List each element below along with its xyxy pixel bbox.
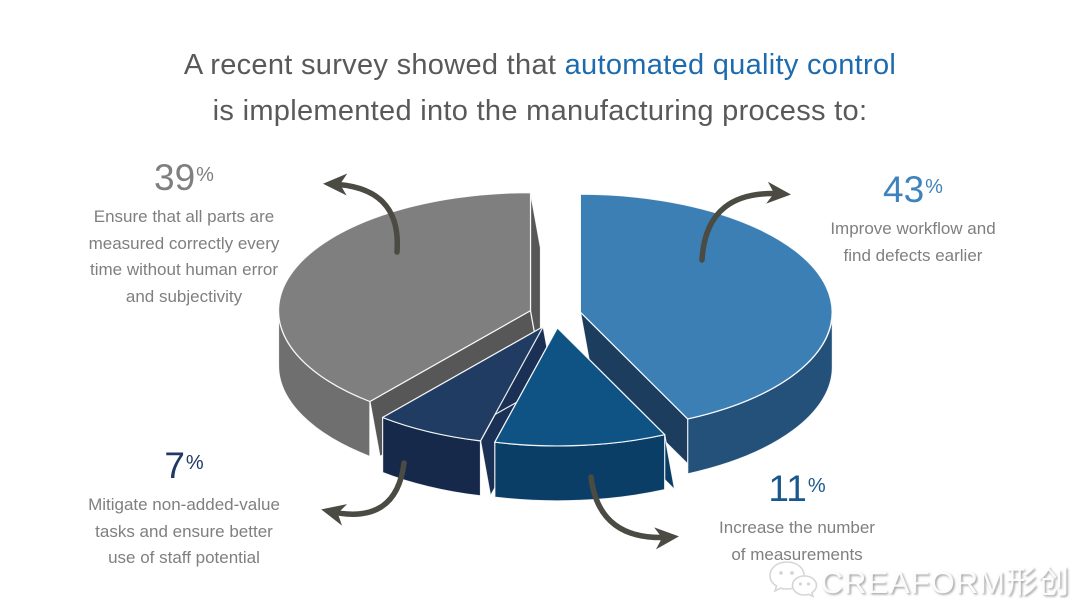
pie-3d-exploded xyxy=(277,192,833,502)
watermark: CREAFORM形创 xyxy=(766,557,1070,602)
callout-11-percent: 11% Increase the number of measurements xyxy=(680,467,914,568)
percent-sign: % xyxy=(925,176,943,198)
callout-description-39: Ensure that all parts are measured corre… xyxy=(88,207,280,306)
pie-slice-11pct xyxy=(494,327,676,502)
wechat-icon xyxy=(768,560,817,598)
percent-sign: % xyxy=(807,475,826,497)
curved-arrow-11 xyxy=(588,474,679,550)
curved-arrow-43 xyxy=(699,181,791,263)
percent-value-39: 39% xyxy=(154,157,214,198)
title-line-2: is implemented into the manufacturing pr… xyxy=(212,95,868,127)
callout-7-percent: 7% Mitigate non-added-value tasks and en… xyxy=(58,444,310,572)
percent-sign: % xyxy=(185,452,204,474)
percent-sign: % xyxy=(196,164,214,186)
title-text: A recent survey showed that xyxy=(183,49,565,81)
percent-value-7: 7% xyxy=(164,445,204,486)
pie-slice-43pct xyxy=(579,193,833,475)
curved-arrow-39 xyxy=(323,173,401,255)
callout-39-percent: 39% Ensure that all parts are measured c… xyxy=(58,156,310,310)
slice-top-face xyxy=(382,326,544,442)
slice-top-face xyxy=(579,193,833,420)
callout-description-43: Improve workflow and find defects earlie… xyxy=(830,219,996,265)
slice-top-face xyxy=(494,327,666,447)
title-line-1: A recent survey showed that automated qu… xyxy=(0,42,1080,88)
callout-description-11: Increase the number of measurements xyxy=(719,518,875,564)
slice-top-face xyxy=(277,192,532,403)
curved-arrow-7 xyxy=(321,460,407,526)
percent-value-43: 43% xyxy=(883,169,943,210)
percent-value-11: 11% xyxy=(768,468,826,509)
callout-43-percent: 43% Improve workflow and find defects ea… xyxy=(798,168,1028,269)
callout-description-7: Mitigate non-added-value tasks and ensur… xyxy=(88,495,280,567)
slide-title: A recent survey showed that automated qu… xyxy=(0,42,1080,134)
watermark-text: CREAFORM形创 xyxy=(820,565,1070,600)
title-highlight: automated quality control xyxy=(564,49,897,81)
